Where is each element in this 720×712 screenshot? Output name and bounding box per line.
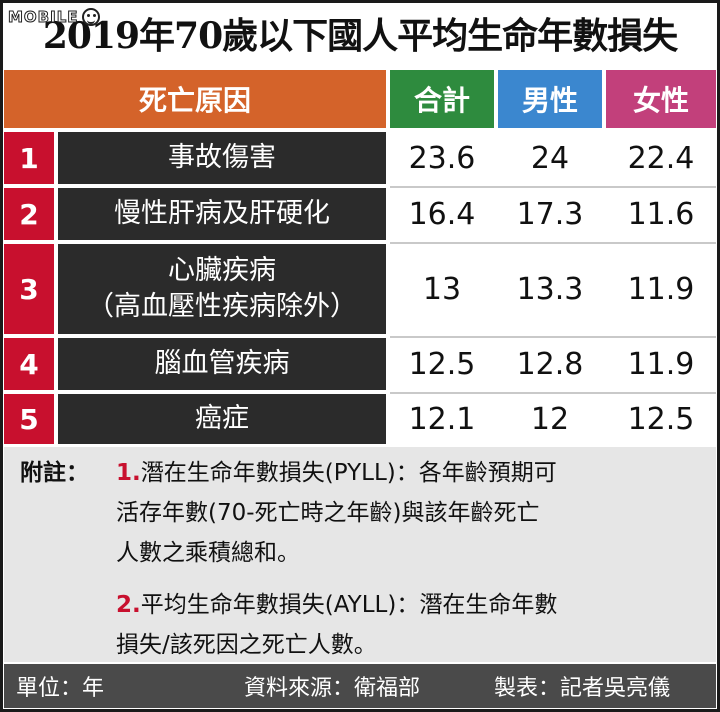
value-female: 11.9 — [606, 338, 716, 390]
header-total: 合計 — [390, 70, 494, 128]
row-divider — [390, 392, 716, 394]
watermark-text: MOBILE — [8, 8, 79, 27]
row-divider — [390, 242, 716, 244]
table-row: 3 心臟疾病 （高血壓性疾病除外） 13 13.3 11.9 — [4, 244, 716, 334]
row-divider — [390, 336, 716, 338]
footnote-label: 附註： — [20, 460, 89, 486]
header-female: 女性 — [606, 70, 716, 128]
value-female: 11.6 — [606, 188, 716, 240]
header-cause: 死亡原因 — [4, 70, 386, 128]
row-divider — [390, 186, 716, 188]
value-total: 16.4 — [390, 188, 494, 240]
unit-label: 單位：年 — [16, 676, 105, 701]
footnote-text: 潛在生命年數損失(PYLL)：各年齡預期可 — [140, 460, 557, 486]
cause-line: 心臟疾病 — [168, 255, 276, 286]
cause-line: （高血壓性疾病除外） — [87, 291, 357, 322]
value-female: 11.9 — [606, 244, 716, 334]
site-watermark: MOBILE — [8, 4, 100, 30]
credits-bar: 單位：年 資料來源：衛福部 製表：記者吳亮儀 — [4, 664, 716, 708]
maker-label: 製表：記者吳亮儀 — [494, 676, 671, 701]
rank-badge: 4 — [4, 338, 54, 390]
rank-badge: 3 — [4, 244, 54, 334]
table-row: 1 事故傷害 23.6 24 22.4 — [4, 132, 716, 184]
footnote-number: 2. — [116, 592, 141, 618]
cause-line: 癌症 — [195, 403, 249, 434]
header-male: 男性 — [498, 70, 602, 128]
value-total: 12.1 — [390, 394, 494, 444]
value-total: 23.6 — [390, 132, 494, 184]
table-row: 2 慢性肝病及肝硬化 16.4 17.3 11.6 — [4, 188, 716, 240]
rank-badge: 1 — [4, 132, 54, 184]
value-male: 24 — [498, 132, 602, 184]
value-male: 12 — [498, 394, 602, 444]
table-header-row: 死亡原因 合計 男性 女性 — [4, 70, 716, 128]
footnote-text: 平均生命年數損失(AYLL)：潛在生命年數 — [140, 592, 558, 618]
cause-cell: 癌症 — [58, 394, 386, 444]
source-label: 資料來源：衛福部 — [244, 676, 421, 701]
footnote-item: 1.潛在生命年數損失(PYLL)：各年齡預期可 活存年數(70-死亡時之年齡)與… — [116, 453, 706, 573]
footnote-text: 活存年數(70-死亡時之年齡)與該年齡死亡 — [116, 500, 540, 526]
footnote-item: 2.平均生命年數損失(AYLL)：潛在生命年數 損失/該死因之死亡人數。 — [116, 585, 706, 665]
page-title: 2019年70歲以下國人平均生命年數損失 — [42, 15, 678, 57]
value-male: 12.8 — [498, 338, 602, 390]
value-female: 22.4 — [606, 132, 716, 184]
rank-badge: 5 — [4, 394, 54, 444]
table-row: 5 癌症 12.1 12 12.5 — [4, 394, 716, 444]
smiley-icon — [81, 8, 100, 26]
footnote-text: 人數之乘積總和。 — [116, 540, 300, 566]
cause-cell: 慢性肝病及肝硬化 — [58, 188, 386, 240]
cause-cell: 腦血管疾病 — [58, 338, 386, 390]
cause-line: 腦血管疾病 — [154, 348, 290, 379]
footnote-number: 1. — [116, 460, 141, 486]
cause-line: 慢性肝病及肝硬化 — [114, 198, 330, 229]
rank-badge: 2 — [4, 188, 54, 240]
value-male: 13.3 — [498, 244, 602, 334]
cause-cell: 心臟疾病 （高血壓性疾病除外） — [58, 244, 386, 334]
value-male: 17.3 — [498, 188, 602, 240]
table-row: 4 腦血管疾病 12.5 12.8 11.9 — [4, 338, 716, 390]
cause-line: 事故傷害 — [168, 142, 276, 173]
value-female: 12.5 — [606, 394, 716, 444]
value-total: 13 — [390, 244, 494, 334]
footnote-text: 損失/該死因之死亡人數。 — [116, 632, 377, 658]
cause-cell: 事故傷害 — [58, 132, 386, 184]
footnotes: 附註： 1.潛在生命年數損失(PYLL)：各年齡預期可 活存年數(70-死亡時之… — [4, 447, 716, 662]
value-total: 12.5 — [390, 338, 494, 390]
